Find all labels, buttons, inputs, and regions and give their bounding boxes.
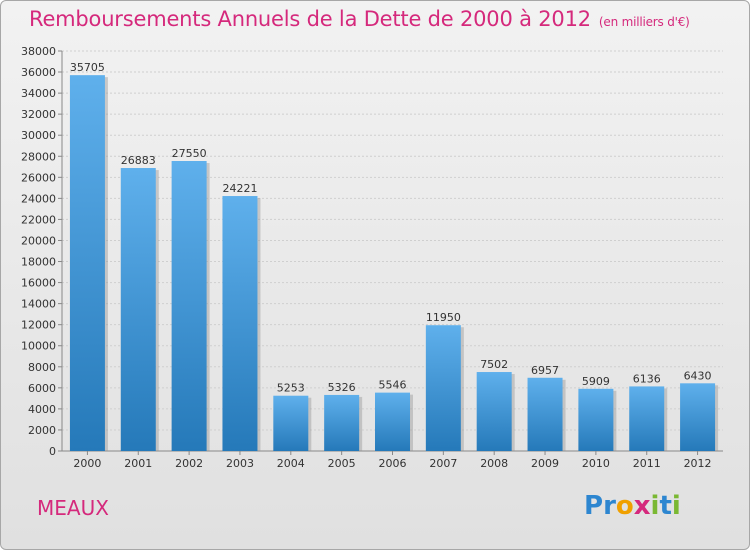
bar-2004 [273, 395, 309, 451]
data-label: 7502 [480, 358, 508, 371]
y-tick-label: 8000 [28, 361, 56, 374]
y-tick-label: 14000 [21, 298, 56, 311]
x-tick-label: 2005 [328, 457, 356, 470]
y-tick-label: 6000 [28, 382, 56, 395]
y-tick-label: 34000 [21, 87, 56, 100]
data-label: 6957 [531, 364, 559, 377]
bar-2011 [629, 386, 665, 451]
x-tick-label: 2011 [633, 457, 661, 470]
x-tick-label: 2009 [531, 457, 559, 470]
y-tick-label: 0 [49, 445, 56, 458]
y-tick-label: 10000 [21, 340, 56, 353]
data-label: 5546 [379, 379, 407, 392]
city-name: MEAUX [37, 496, 109, 520]
data-label: 24221 [222, 182, 257, 195]
data-label: 6136 [633, 372, 661, 385]
chart-subtitle: (en milliers d'€) [598, 15, 690, 29]
y-tick-label: 30000 [21, 129, 56, 142]
bar-2012 [680, 383, 716, 451]
y-tick-label: 4000 [28, 403, 56, 416]
bar-2010 [578, 388, 614, 451]
y-tick-label: 22000 [21, 213, 56, 226]
x-tick-label: 2007 [429, 457, 457, 470]
data-labels: 35705 26883 27550 24221 5253 5326 5546 11950 750… [70, 61, 712, 395]
chart-title: Remboursements Annuels de la Dette de 20… [29, 7, 690, 31]
data-label: 11950 [426, 311, 461, 324]
bar-2008 [476, 372, 512, 451]
data-label: 35705 [70, 61, 105, 74]
x-tick-label: 2006 [379, 457, 407, 470]
y-tick-label: 12000 [21, 319, 56, 332]
bar-2001 [120, 168, 156, 451]
x-tick-label: 2000 [73, 457, 101, 470]
bar-2007 [425, 325, 461, 451]
data-label: 27550 [172, 147, 207, 160]
y-tick-label: 32000 [21, 108, 56, 121]
y-tick-label: 26000 [21, 171, 56, 184]
x-tick-label: 2010 [582, 457, 610, 470]
x-tick-label: 2008 [480, 457, 508, 470]
data-label: 5253 [277, 382, 305, 395]
axes: 0 2000 4000 6000 8000 10000 12000 14000 16000 180… [21, 45, 723, 470]
x-tick-label: 2004 [277, 457, 305, 470]
data-label: 6430 [684, 369, 712, 382]
proxiti-logo: Proxiti [584, 491, 681, 521]
bars [69, 75, 719, 451]
data-label: 26883 [121, 154, 156, 167]
bar-2009 [527, 377, 563, 451]
y-tick-label: 18000 [21, 256, 56, 269]
data-label: 5326 [328, 381, 356, 394]
y-tick-label: 20000 [21, 234, 56, 247]
y-tick-label: 38000 [21, 45, 56, 58]
y-tick-label: 2000 [28, 424, 56, 437]
x-tick-label: 2003 [226, 457, 254, 470]
bar-2000 [69, 75, 105, 451]
bar-2006 [375, 392, 410, 451]
bar-2002 [171, 161, 207, 451]
bar-2005 [324, 394, 360, 451]
x-tick-label: 2001 [124, 457, 152, 470]
bar-2003 [222, 196, 258, 451]
y-tick-label: 16000 [21, 277, 56, 290]
y-tick-label: 24000 [21, 192, 56, 205]
y-tick-label: 36000 [21, 66, 56, 79]
x-tick-label: 2012 [684, 457, 712, 470]
y-tick-label: 28000 [21, 150, 56, 163]
chart-title-text: Remboursements Annuels de la Dette de 20… [29, 7, 591, 31]
x-tick-label: 2002 [175, 457, 203, 470]
data-label: 5909 [582, 375, 610, 388]
